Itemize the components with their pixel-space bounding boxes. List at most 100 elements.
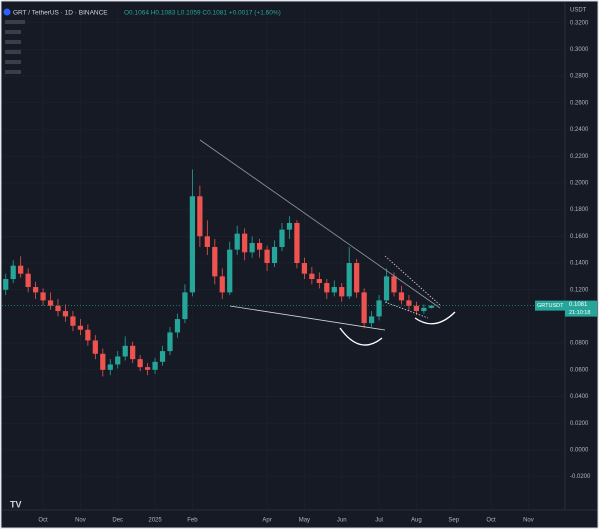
x-tick-label: Aug bbox=[411, 518, 422, 524]
y-tick-label: -0.0200 bbox=[570, 474, 591, 480]
candle-body bbox=[398, 292, 405, 301]
candle-body bbox=[294, 222, 300, 264]
curve bbox=[414, 311, 456, 325]
candle-body bbox=[100, 353, 106, 370]
candle-body bbox=[301, 263, 308, 274]
indicator-row bbox=[5, 50, 21, 54]
candle-body bbox=[227, 249, 233, 293]
candle-body bbox=[383, 276, 390, 301]
x-tick-label: Dec bbox=[112, 518, 123, 524]
candle-body bbox=[339, 287, 345, 297]
candle-body bbox=[10, 265, 16, 280]
candle-body bbox=[77, 325, 84, 330]
last-price: GRTUSDT 0.1081 21:10:18 bbox=[2, 300, 597, 317]
symbol-title: GRT / TetherUS · 1D · BINANCE bbox=[13, 10, 108, 17]
indicator-row bbox=[5, 30, 21, 34]
candle-body bbox=[130, 345, 136, 360]
candle-body bbox=[92, 340, 98, 354]
candle-body bbox=[331, 287, 337, 293]
y-tick-label: 0.1200 bbox=[570, 287, 589, 293]
candle-body bbox=[144, 367, 151, 370]
candle-body bbox=[47, 300, 54, 306]
y-tick-label: 0.3000 bbox=[570, 47, 589, 53]
x-tick-label: Nov bbox=[75, 518, 86, 524]
symbol-icon bbox=[3, 8, 11, 16]
x-tick-label: Oct bbox=[38, 518, 48, 524]
candle-body bbox=[122, 345, 128, 357]
x-tick-label: May bbox=[299, 518, 310, 524]
candle-body bbox=[286, 222, 293, 230]
candle-body bbox=[346, 263, 352, 297]
candle-body bbox=[3, 279, 9, 290]
candle-body bbox=[70, 316, 76, 326]
candle-body bbox=[62, 311, 69, 317]
x-tick-label: Jun bbox=[337, 518, 347, 524]
candle-body bbox=[189, 196, 196, 293]
indicator-rows bbox=[5, 20, 25, 74]
x-tick-label: Feb bbox=[187, 518, 198, 524]
x-tick-label: Apr bbox=[262, 518, 271, 524]
candle-body bbox=[361, 292, 367, 324]
candle-body bbox=[212, 246, 218, 277]
candle-body bbox=[391, 276, 397, 293]
candle-body bbox=[368, 316, 375, 324]
x-tick-label: Sep bbox=[448, 518, 459, 524]
candle-body bbox=[197, 196, 203, 237]
candle-body bbox=[279, 229, 285, 247]
y-tick-label: 0.1400 bbox=[570, 261, 589, 267]
last-price-label: 0.1081 bbox=[569, 302, 588, 308]
candle-body bbox=[234, 233, 240, 250]
candle-body bbox=[376, 300, 382, 317]
candle-body bbox=[406, 300, 412, 306]
last-price-box bbox=[535, 300, 565, 311]
y-tick-label: 0.1800 bbox=[570, 207, 589, 213]
currency: USDT bbox=[570, 8, 587, 14]
indicator-row bbox=[5, 60, 21, 64]
candle-body bbox=[55, 305, 61, 312]
ohlc-values: O0.1064 H0.1083 L0.1059 C0.1081 +0.0017 … bbox=[124, 10, 281, 17]
candle-body bbox=[316, 279, 322, 284]
candle-body bbox=[204, 236, 210, 247]
candle-body bbox=[428, 305, 434, 308]
y-tick-label: 0.2800 bbox=[570, 74, 589, 80]
candle-body bbox=[25, 273, 31, 288]
candle-body bbox=[40, 292, 46, 301]
candles bbox=[3, 169, 434, 377]
candle-body bbox=[152, 361, 158, 370]
x-tick-label: Oct bbox=[486, 518, 496, 524]
candle-body bbox=[309, 273, 315, 280]
candle-body bbox=[256, 242, 263, 250]
candle-body bbox=[324, 283, 330, 293]
candle-body bbox=[167, 332, 173, 352]
candle-body bbox=[242, 233, 248, 253]
candle-body bbox=[85, 329, 91, 341]
trend-line bbox=[199, 139, 441, 309]
candle-body bbox=[137, 359, 143, 368]
x-tick-label: Jul bbox=[375, 518, 383, 524]
candle-body bbox=[271, 246, 278, 264]
indicator-row bbox=[5, 70, 21, 74]
countdown: 21:10:18 bbox=[569, 310, 590, 316]
candle-body bbox=[219, 276, 225, 293]
candle-body bbox=[107, 364, 113, 370]
candle-body bbox=[264, 249, 270, 264]
candle-body bbox=[354, 263, 360, 293]
drawings bbox=[199, 139, 456, 346]
candle-body bbox=[182, 292, 188, 320]
candle-body bbox=[413, 305, 420, 312]
y-tick-label: 0.0800 bbox=[570, 341, 589, 347]
candle-body bbox=[32, 287, 39, 293]
y-tick-label: 0.2000 bbox=[570, 180, 589, 186]
candle-body bbox=[421, 307, 427, 312]
dotted-line bbox=[384, 255, 441, 306]
candle-body bbox=[159, 351, 166, 362]
candle-body bbox=[18, 265, 24, 274]
y-tick-label: 0.0600 bbox=[570, 367, 589, 373]
y-tick-label: 0.0200 bbox=[570, 421, 589, 427]
y-tick-label: 0.1600 bbox=[570, 234, 589, 240]
y-tick-label: 0.3200 bbox=[570, 20, 589, 26]
symbol-label: GRTUSDT bbox=[537, 303, 564, 309]
